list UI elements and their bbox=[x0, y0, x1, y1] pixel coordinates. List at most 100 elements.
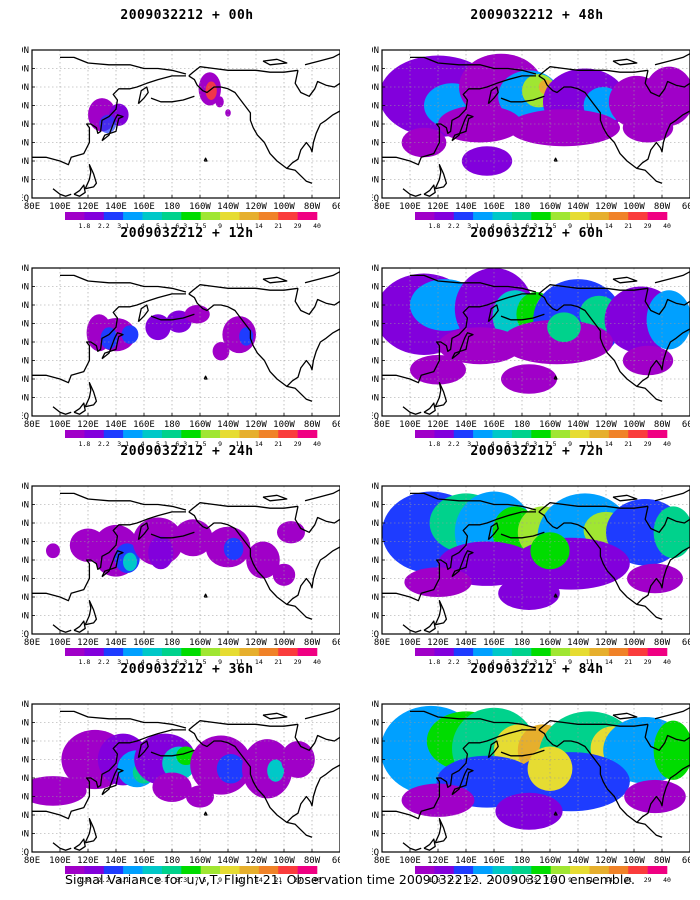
lon-tick-label: 120W bbox=[595, 202, 617, 212]
lon-tick-label: 140E bbox=[105, 420, 127, 430]
colorbar-label: 7.5 bbox=[195, 222, 207, 228]
colorbar-label: 4 bbox=[491, 876, 495, 882]
colorbar-swatch bbox=[65, 866, 85, 874]
lat-tick-label: 80N bbox=[372, 264, 379, 274]
colorbar-label: 9 bbox=[218, 440, 222, 446]
lon-tick-label: 60W bbox=[682, 420, 690, 430]
colorbar-label: 21 bbox=[274, 222, 282, 228]
colorbar-swatch bbox=[239, 212, 260, 220]
lon-tick-label: 120E bbox=[427, 856, 449, 866]
lon-tick-label: 120W bbox=[595, 420, 617, 430]
colorbar-label: 1.8 bbox=[79, 222, 91, 228]
lat-tick-label: 70N bbox=[22, 65, 29, 75]
colorbar-swatch bbox=[453, 212, 474, 220]
colorbar-swatch bbox=[297, 866, 318, 874]
lon-tick-label: 120W bbox=[245, 420, 267, 430]
lon-tick-label: 120W bbox=[595, 638, 617, 648]
colorbar-swatch bbox=[647, 212, 668, 220]
colorbar-label: 14 bbox=[605, 440, 613, 446]
lat-tick-label: 20N bbox=[22, 811, 29, 821]
colorbar-swatch bbox=[570, 430, 590, 438]
colorbar-swatch bbox=[628, 866, 648, 874]
lat-tick-label: EQ bbox=[22, 848, 29, 858]
lon-tick-label: 140W bbox=[217, 638, 239, 648]
map-panel: 2009032212 + 72h 80N 70N 60N 50N 40N 30N 20N 10N… bbox=[372, 444, 700, 664]
lon-tick-label: 120E bbox=[427, 202, 449, 212]
lat-tick-label: 30N bbox=[22, 575, 29, 585]
colorbar-label: 1.8 bbox=[79, 876, 91, 882]
panel-title: 2009032212 + 36h bbox=[120, 662, 254, 677]
lat-tick-label: 40N bbox=[22, 120, 29, 130]
colorbar-label: 7.5 bbox=[195, 876, 207, 882]
lon-tick-label: 160E bbox=[133, 202, 155, 212]
colorbar-label: 4 bbox=[141, 440, 145, 446]
lat-tick-label: 40N bbox=[22, 774, 29, 784]
lon-tick-label: 120E bbox=[77, 202, 99, 212]
lon-tick-label: 160E bbox=[483, 202, 505, 212]
lon-tick-label: 100W bbox=[623, 202, 645, 212]
lon-tick-label: 80W bbox=[654, 638, 671, 648]
lat-tick-label: 70N bbox=[22, 283, 29, 293]
colorbar-swatch bbox=[123, 866, 143, 874]
colorbar-swatch bbox=[453, 866, 474, 874]
coastlines bbox=[382, 707, 690, 851]
lat-tick-label: 40N bbox=[372, 338, 379, 348]
colorbar-label: 9 bbox=[568, 658, 572, 664]
lon-tick-label: 160W bbox=[189, 638, 211, 648]
colorbar-swatch bbox=[550, 212, 571, 220]
variance-contour bbox=[205, 81, 217, 100]
colorbar-label: 4 bbox=[141, 222, 145, 228]
colorbar-swatch bbox=[415, 866, 435, 874]
colorbar-label: 21 bbox=[624, 876, 632, 882]
colorbar-swatch bbox=[492, 648, 513, 656]
colorbar-label: 4 bbox=[141, 876, 145, 882]
colorbar-swatch bbox=[200, 648, 221, 656]
colorbar-label: 5.1 bbox=[156, 658, 168, 664]
colorbar-label: 9 bbox=[568, 440, 572, 446]
colorbar-swatch bbox=[511, 430, 532, 438]
lon-tick-label: 180 bbox=[164, 420, 180, 430]
lon-tick-label: 80W bbox=[304, 638, 321, 648]
colorbar-label: 7.5 bbox=[545, 440, 557, 446]
colorbar-swatch bbox=[570, 212, 590, 220]
colorbar-label: 2.2 bbox=[448, 658, 460, 664]
colorbar-label: 11 bbox=[236, 658, 244, 664]
colorbar-label: 1.8 bbox=[429, 876, 441, 882]
colorbar-label: 6.3 bbox=[175, 222, 187, 228]
colorbar-swatch bbox=[511, 866, 532, 874]
colorbar-swatch bbox=[473, 212, 493, 220]
lat-tick-label: 30N bbox=[22, 793, 29, 803]
lat-tick-label: EQ bbox=[372, 630, 379, 640]
lat-tick-label: 10N bbox=[22, 612, 29, 622]
lon-tick-label: 100W bbox=[623, 856, 645, 866]
colorbar-swatch bbox=[200, 212, 221, 220]
lat-tick-label: EQ bbox=[372, 412, 379, 422]
map-plot: 80N 70N 60N 50N 40N 30N 20N 10N EQ80E 100E 120E 140… bbox=[372, 264, 690, 446]
colorbar-label: 40 bbox=[313, 658, 321, 664]
lon-tick-label: 160E bbox=[133, 638, 155, 648]
lon-tick-label: 140W bbox=[567, 420, 589, 430]
lon-tick-label: 140E bbox=[455, 202, 477, 212]
variance-contour bbox=[643, 66, 690, 126]
graticule bbox=[32, 50, 340, 198]
colorbar-label: 6.3 bbox=[175, 876, 187, 882]
colorbar-label: 4 bbox=[491, 440, 495, 446]
map-plot: 80N 70N 60N 50N 40N 30N 20N 10N EQ80E 100E 120E 140… bbox=[372, 46, 690, 228]
colorbar-label: 14 bbox=[605, 658, 613, 664]
colorbar-swatch bbox=[220, 430, 240, 438]
colorbar-label: 9 bbox=[568, 222, 572, 228]
colorbar-label: 14 bbox=[255, 658, 263, 664]
colorbar: 1.8 2.2 3.1 4 5.1 6.3 7.5 9 11 14 21 29 40 bbox=[65, 866, 321, 882]
colorbar-swatch bbox=[453, 430, 474, 438]
colorbar-label: 9 bbox=[218, 222, 222, 228]
variance-contour bbox=[123, 552, 137, 572]
colorbar-label: 14 bbox=[255, 876, 263, 882]
variance-contour bbox=[501, 364, 557, 394]
lon-tick-label: 100W bbox=[273, 202, 295, 212]
colorbar-label: 2.2 bbox=[98, 440, 110, 446]
lon-tick-label: 80E bbox=[24, 856, 40, 866]
lon-tick-label: 140E bbox=[105, 638, 127, 648]
colorbar-swatch bbox=[161, 866, 182, 874]
colorbar-label: 1.8 bbox=[79, 440, 91, 446]
lon-tick-label: 180 bbox=[514, 856, 530, 866]
